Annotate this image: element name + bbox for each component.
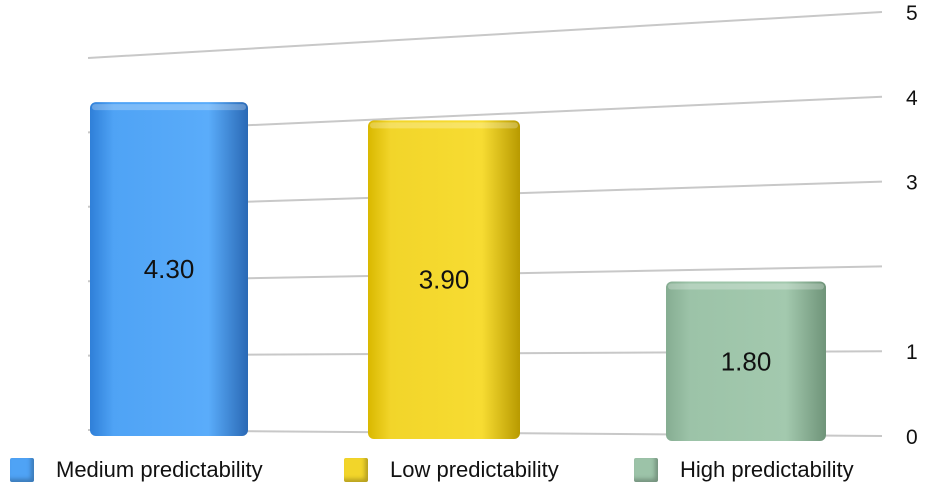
legend-item-high: High predictability	[634, 457, 854, 482]
y-tick-label: 1	[906, 341, 918, 364]
legend-label-high: High predictability	[680, 457, 854, 482]
y-axis-ticks: 0 1 3 4 5	[906, 2, 918, 449]
bar-highlight	[668, 283, 824, 290]
data-label: 4.30	[144, 254, 195, 284]
bars	[90, 102, 826, 441]
legend-swatch-medium	[10, 458, 34, 482]
bar-highlight	[370, 122, 518, 129]
bar-high-predictability	[666, 281, 826, 441]
y-tick-label: 3	[906, 172, 918, 195]
legend-label-medium: Medium predictability	[56, 457, 263, 482]
y-tick-label: 5	[906, 2, 918, 25]
y-tick-label: 0	[906, 426, 918, 449]
legend-swatch-low	[344, 458, 368, 482]
bar-low-predictability	[368, 120, 520, 440]
legend: Medium predictability Low predictability…	[0, 452, 940, 486]
bar-highlight	[92, 104, 246, 111]
bar-medium-predictability	[90, 102, 248, 436]
legend-item-medium: Medium predictability	[10, 457, 263, 482]
legend-item-low: Low predictability	[344, 457, 559, 482]
gridline-5	[87, 11, 883, 59]
legend-swatch-high	[634, 458, 658, 482]
y-tick-label: 4	[906, 87, 918, 110]
legend-label-low: Low predictability	[390, 457, 559, 482]
data-label: 3.90	[419, 265, 470, 295]
data-labels: 4.30 3.90 1.80	[144, 254, 772, 376]
data-label: 1.80	[721, 346, 772, 376]
